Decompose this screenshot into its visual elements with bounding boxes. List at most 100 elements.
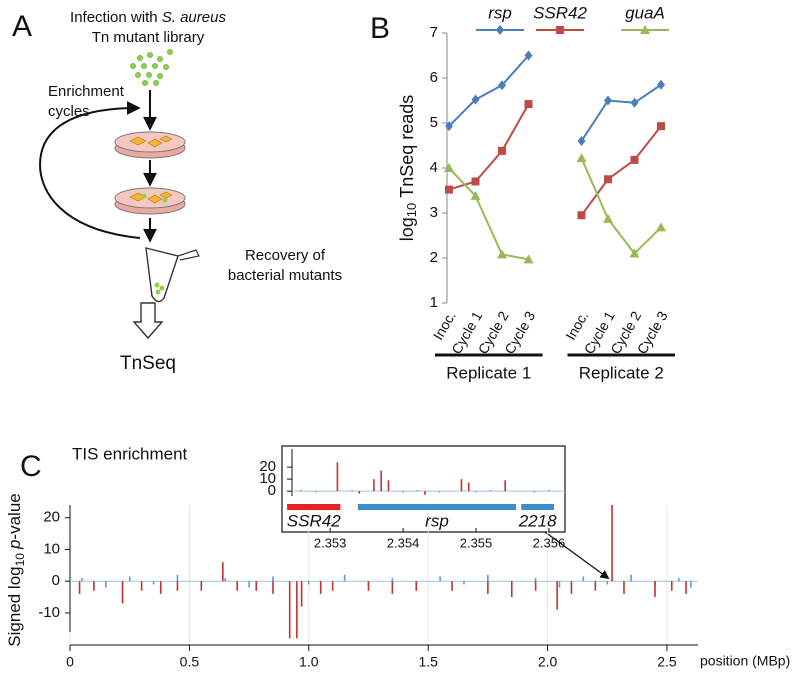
- bar: [159, 581, 162, 594]
- bar: [391, 578, 394, 582]
- legend-label: guaA: [625, 3, 665, 22]
- y-tick-label: 4: [430, 159, 438, 176]
- library-text: Tn mutant library: [92, 29, 205, 46]
- data-point: [471, 177, 480, 186]
- y-tick-label: -10: [38, 604, 60, 621]
- x-tick-label: 2.355: [460, 535, 493, 550]
- recovery-label: bacterial mutants: [228, 267, 342, 284]
- data-point: [604, 175, 612, 184]
- y-label-text: -value: [5, 493, 24, 539]
- cycle-arrow: [38, 101, 141, 239]
- x-tick-label: 1.5: [418, 654, 438, 670]
- bar: [272, 581, 274, 594]
- bar: [248, 581, 250, 588]
- data-point: [498, 80, 506, 91]
- bar: [630, 574, 632, 582]
- data-point: [523, 254, 534, 264]
- bar: [128, 576, 131, 582]
- bar: [582, 576, 585, 582]
- bar: [380, 470, 382, 492]
- library-dots: [130, 49, 173, 86]
- dish: [114, 187, 186, 215]
- bar: [556, 581, 558, 610]
- bar: [222, 562, 224, 582]
- data-point: [576, 153, 587, 163]
- bar: [351, 489, 353, 492]
- bar: [678, 578, 680, 582]
- bar: [140, 581, 143, 591]
- x-tick-label: 2.5: [657, 654, 677, 670]
- bar: [463, 581, 465, 585]
- y-tick-label: 20: [259, 458, 276, 475]
- bar: [570, 581, 573, 594]
- bar: [534, 581, 537, 591]
- data-point: [630, 97, 639, 108]
- y-label-prefix: log: [397, 217, 417, 241]
- y-label-sub: 10: [404, 203, 419, 217]
- bar: [415, 581, 418, 591]
- bar: [288, 581, 291, 639]
- bar: [438, 491, 441, 493]
- bar: [236, 581, 238, 591]
- panel-label: C: [20, 450, 42, 483]
- bar: [367, 581, 370, 591]
- bar: [176, 574, 179, 582]
- bar: [200, 581, 203, 591]
- y-label-italic: p: [5, 540, 24, 550]
- bar: [623, 581, 625, 594]
- legend-label: rsp: [488, 3, 512, 22]
- data-point: [445, 121, 453, 132]
- group-label: Replicate 2: [579, 363, 664, 382]
- bar: [558, 581, 561, 588]
- data-point: [603, 213, 613, 223]
- tube: [145, 247, 200, 303]
- bar: [319, 581, 322, 594]
- data-point: [445, 185, 453, 194]
- cycles-label: cycles: [48, 103, 90, 120]
- series-line: [448, 54, 662, 142]
- bar: [314, 491, 317, 493]
- bar: [424, 491, 426, 495]
- bar: [690, 581, 692, 588]
- bar: [272, 576, 274, 582]
- bar: [387, 480, 390, 492]
- bar: [416, 489, 419, 492]
- bar: [534, 578, 537, 582]
- y-tick-label: 0: [268, 482, 276, 499]
- y-tick-label: 0: [52, 572, 60, 589]
- y-tick-label: 20: [43, 509, 60, 526]
- data-point: [656, 222, 666, 232]
- bar: [487, 574, 489, 582]
- gene-region: [521, 504, 555, 510]
- bar: [487, 581, 489, 594]
- x-tick-label: 2.354: [387, 535, 420, 550]
- hollow-arrow: [132, 302, 164, 340]
- x-tick-label: 0: [66, 654, 74, 670]
- gene-region: [287, 504, 341, 510]
- bar: [391, 581, 394, 594]
- bar: [489, 489, 492, 492]
- dish: [114, 131, 186, 159]
- data-point: [629, 248, 640, 258]
- bar: [296, 581, 298, 639]
- data-point: [471, 94, 480, 105]
- recovery-label: Recovery of: [245, 247, 326, 264]
- panel-a: A Infection with S. aureus Tn mutant lib…: [12, 9, 342, 374]
- bar: [331, 581, 334, 591]
- bar: [467, 482, 470, 492]
- data-point: [604, 95, 612, 106]
- y-axis-label: Signed log10 p-value: [5, 493, 27, 646]
- y-tick-label: 10: [43, 540, 60, 557]
- bar: [358, 491, 361, 494]
- bar: [343, 574, 346, 582]
- group-label: Replicate 1: [446, 363, 531, 382]
- gene-label: 2218: [518, 511, 557, 530]
- bar: [81, 578, 83, 582]
- bar: [594, 581, 597, 591]
- bar: [475, 491, 477, 493]
- series-line: [448, 103, 662, 216]
- bar: [451, 581, 453, 591]
- x-tick-label: 2.0: [538, 654, 558, 670]
- species: S. aureus: [162, 9, 227, 26]
